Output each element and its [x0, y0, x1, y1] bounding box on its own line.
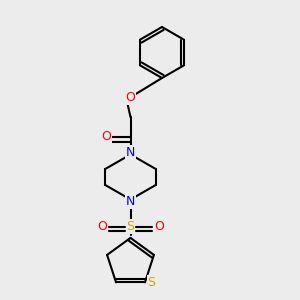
- Text: O: O: [126, 91, 135, 104]
- Text: O: O: [154, 220, 164, 233]
- Text: S: S: [148, 276, 156, 289]
- Text: O: O: [102, 130, 111, 143]
- Text: O: O: [97, 220, 107, 233]
- Text: N: N: [126, 195, 135, 208]
- Text: S: S: [127, 220, 134, 233]
- Text: N: N: [126, 146, 135, 159]
